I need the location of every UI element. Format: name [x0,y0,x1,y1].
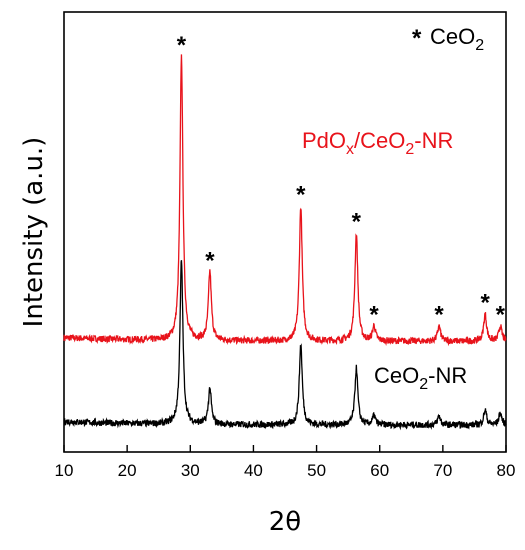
series-layer [63,54,507,431]
series-label-ceo2: CeO2-NR [374,363,467,393]
x-tick-label: 30 [181,461,200,480]
x-tick-label: 70 [433,461,452,480]
x-tick-label: 50 [307,461,326,480]
legend-label: CeO2 [430,24,484,54]
series-line-pdox-ceo2-nr [63,54,507,347]
x-tick-label: 40 [244,461,263,480]
peak-annotations: ***** * * * [177,32,506,328]
series-label-pdox: PdOx/CeO2-NR [302,128,453,158]
peak-star-annotation: * [369,301,379,328]
peak-star-annotation: * [480,289,490,316]
peak-star-annotation: * [177,32,187,59]
series-line-ceo2-nr [63,260,507,431]
peak-star-annotation: * [205,247,215,274]
x-tick-label: 20 [118,461,137,480]
x-tick-label: 60 [370,461,389,480]
peak-star-annotation: * [352,208,362,235]
x-tick-label: 10 [55,461,74,480]
x-axis-ticks: 10 20 30 40 50 60 70 80 [55,445,516,480]
legend-marker: * [412,25,422,52]
plot-frame [63,11,507,453]
peak-star-annotation: * [296,182,306,209]
peak-star-annotation: * [434,301,444,328]
x-tick-label: 80 [497,461,516,480]
y-axis-title: Intensity (a.u.) [19,137,49,328]
x-axis-title: 2θ [269,507,301,537]
peak-star-annotation: * [496,301,506,328]
